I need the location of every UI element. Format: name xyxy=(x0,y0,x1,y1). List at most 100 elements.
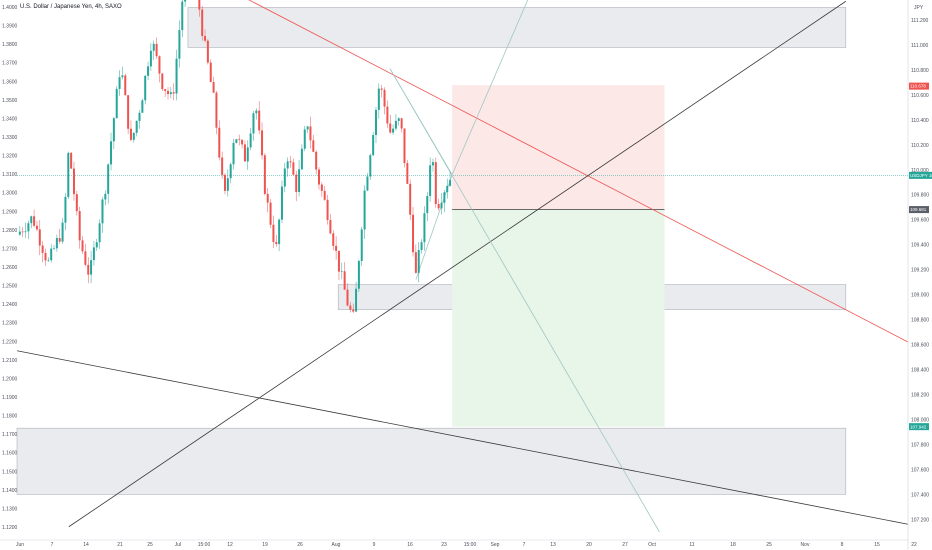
time-tick-label: 13 xyxy=(550,542,556,548)
right-tick-label: 108.400 xyxy=(911,367,929,373)
candle xyxy=(429,165,432,197)
left-tick-label: 1.3900 xyxy=(2,24,18,30)
candle xyxy=(172,92,175,94)
candle xyxy=(229,164,232,179)
rising-trendline xyxy=(68,0,847,528)
candle xyxy=(266,193,269,203)
candle xyxy=(115,88,118,119)
time-tick-label: 25 xyxy=(147,542,153,548)
projection-down xyxy=(389,68,660,532)
left-tick-label: 1.3200 xyxy=(2,154,18,160)
left-tick-label: 1.2200 xyxy=(2,339,18,345)
candle xyxy=(252,113,255,134)
candle xyxy=(50,248,53,261)
candle xyxy=(21,231,24,233)
red-trendline xyxy=(248,0,909,343)
candle xyxy=(101,199,104,224)
left-tick-label: 1.2900 xyxy=(2,209,18,215)
candle xyxy=(366,176,369,191)
candle xyxy=(446,185,449,193)
candle xyxy=(226,178,229,191)
candle xyxy=(340,271,343,272)
candle xyxy=(403,128,406,164)
candle xyxy=(98,223,101,243)
candle xyxy=(437,203,440,209)
candle xyxy=(164,89,167,91)
time-tick-label: 7 xyxy=(51,542,54,548)
right-axis-unit: JPY xyxy=(914,5,924,11)
candle xyxy=(434,162,437,204)
candle xyxy=(75,194,78,212)
time-tick-label: 14 xyxy=(83,542,89,548)
candle xyxy=(201,9,204,37)
candle xyxy=(124,75,127,96)
candle xyxy=(275,241,278,245)
candle xyxy=(414,252,417,273)
candle xyxy=(152,43,155,51)
candle xyxy=(138,112,141,121)
right-tick-label: 108.800 xyxy=(911,318,929,324)
time-tick-label: Jun xyxy=(16,542,24,548)
candle xyxy=(392,128,395,133)
candle xyxy=(420,242,423,251)
price-badge-label: 110.678 xyxy=(910,84,926,89)
candle xyxy=(44,252,47,261)
right-tick-label: 107.400 xyxy=(911,492,929,498)
candle xyxy=(412,214,415,253)
candle xyxy=(238,139,241,140)
candle xyxy=(18,231,21,235)
candle xyxy=(246,147,249,162)
candle xyxy=(286,161,289,169)
candle xyxy=(38,229,41,246)
candle xyxy=(41,245,44,253)
candle xyxy=(357,260,360,289)
candle xyxy=(218,127,221,158)
time-tick-label: 25 xyxy=(766,542,772,548)
candle xyxy=(360,229,363,261)
position-layer xyxy=(17,85,908,427)
candle xyxy=(87,264,90,275)
candle xyxy=(346,289,349,306)
candle xyxy=(343,271,346,290)
candle xyxy=(255,110,258,114)
candle xyxy=(175,58,178,94)
right-tick-label: 107.200 xyxy=(911,517,929,523)
price-badge xyxy=(909,423,929,431)
candle xyxy=(84,251,87,265)
left-tick-label: 1.2700 xyxy=(2,246,18,252)
left-tick-label: 1.3100 xyxy=(2,172,18,178)
time-tick-label: 11 xyxy=(689,542,694,548)
time-tick-label: 16 xyxy=(407,542,413,548)
candle xyxy=(349,305,352,310)
chart-title: U.S. Dollar / Japanese Yen, 4h, SAXO xyxy=(20,4,122,10)
time-tick-label: 15:00 xyxy=(198,542,211,548)
left-tick-label: 1.3800 xyxy=(2,42,18,48)
candle xyxy=(352,309,355,312)
candle xyxy=(223,174,226,191)
candle xyxy=(141,100,144,113)
candle xyxy=(107,164,110,194)
candle xyxy=(30,216,33,224)
candle xyxy=(298,169,301,192)
candle xyxy=(249,133,252,148)
price-badge-label: USDJPY 109.955 xyxy=(910,173,932,178)
right-tick-label: 107.800 xyxy=(911,442,929,448)
candle xyxy=(406,163,409,184)
candle xyxy=(386,106,389,124)
candle xyxy=(27,223,30,232)
left-tick-label: 1.2000 xyxy=(2,376,18,382)
candle xyxy=(369,155,372,177)
left-tick-label: 1.1600 xyxy=(2,451,18,457)
risk-zone xyxy=(452,85,665,210)
candle xyxy=(61,222,64,242)
candle xyxy=(58,238,61,242)
candle xyxy=(64,196,67,223)
right-tick-label: 110.400 xyxy=(911,118,929,124)
candle xyxy=(121,75,124,78)
candle xyxy=(423,213,426,243)
left-tick-label: 1.1800 xyxy=(2,414,18,420)
candle xyxy=(167,90,170,95)
candle xyxy=(400,118,403,129)
